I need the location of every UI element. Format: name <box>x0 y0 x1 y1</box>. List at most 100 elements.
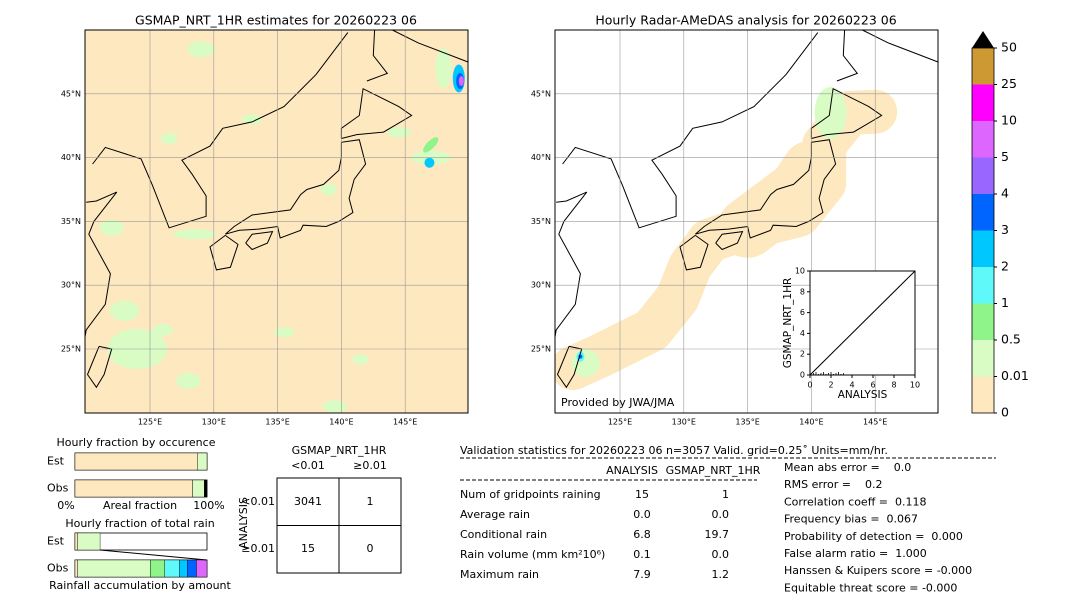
colorbar-label: 50 <box>1001 40 1017 55</box>
rain-area <box>99 219 124 236</box>
table-cell: 1 <box>367 495 374 508</box>
x-tick-label: 6 <box>870 381 875 390</box>
score: Frequency bias = 0.067 <box>784 513 918 526</box>
coastline <box>810 87 883 139</box>
colorbar-label: 0 <box>1001 405 1009 420</box>
lat-label: 35°N <box>531 217 551 226</box>
bar-segment <box>192 479 205 498</box>
rain-area <box>424 157 435 168</box>
row-label: Est <box>47 535 65 548</box>
lon-label: 145°E <box>393 418 417 427</box>
table-cell: 15 <box>301 542 315 555</box>
table-cell: 3041 <box>294 495 322 508</box>
bar-segment <box>196 559 208 578</box>
lat-label: 35°N <box>61 217 81 226</box>
lat-label: 30°N <box>531 281 551 290</box>
colorbar-segment <box>972 194 994 231</box>
lat-label: 25°N <box>61 345 81 354</box>
rain-area <box>571 349 600 378</box>
map-frame <box>84 29 469 414</box>
col-header: GSMAP_NRT_1HR <box>666 464 761 477</box>
score: Equitable threat score = -0.000 <box>784 581 957 594</box>
coastline <box>366 30 389 82</box>
rain-area <box>323 400 348 413</box>
colorbar-label: 5 <box>1001 149 1009 164</box>
row-label: Maximum rain <box>460 568 539 581</box>
map-title: GSMAP_NRT_1HR estimates for 20260223 06 <box>135 13 417 28</box>
y-tick-label: 0 <box>800 371 805 380</box>
coastline <box>224 139 367 239</box>
colorbar-segment <box>972 84 994 121</box>
x-tick-label: 2 <box>828 381 833 390</box>
coastline <box>392 30 468 63</box>
rain-area <box>152 323 173 336</box>
rain-area <box>161 132 178 145</box>
table-cell: 0.0 <box>712 508 730 521</box>
coastline <box>694 139 837 239</box>
colorbar-label: 2 <box>1001 259 1009 274</box>
map-content <box>85 30 468 413</box>
colorbar-segment <box>972 121 994 158</box>
analysis-domain <box>717 140 842 258</box>
table-cell: 19.7 <box>705 528 730 541</box>
colorbar-segment <box>972 376 994 413</box>
row-label: Obs <box>47 562 69 575</box>
lon-label: 135°E <box>265 418 289 427</box>
row-label: Est <box>47 455 65 468</box>
table-cell: 1 <box>722 488 729 501</box>
x-tick-label: 0 <box>807 381 812 390</box>
x-tick-label: 8 <box>891 381 896 390</box>
rain-area <box>352 354 369 365</box>
score: Hanssen & Kuipers score = -0.000 <box>784 564 972 577</box>
rain-area <box>458 76 464 87</box>
colorbar-label: 10 <box>1001 113 1017 128</box>
rain-area <box>172 229 217 240</box>
lon-label: 135°E <box>735 418 759 427</box>
colorbar-label: 25 <box>1001 76 1017 91</box>
colorbar-segment <box>972 230 994 267</box>
x-tick-label: 10 <box>910 381 920 390</box>
col-header: ANALYSIS <box>606 464 658 477</box>
colorbar-label: 1 <box>1001 295 1009 310</box>
lon-label: 125°E <box>608 418 632 427</box>
colorbar-segment <box>972 267 994 304</box>
colorbar-segment <box>972 48 994 85</box>
map-content <box>555 30 938 413</box>
table-cell: 0.1 <box>633 548 651 561</box>
x-axis-label: ANALYSIS <box>838 389 888 401</box>
coastline <box>679 234 709 271</box>
rain-area <box>386 127 411 138</box>
coastline <box>556 345 583 389</box>
y-tick-label: 4 <box>800 329 805 338</box>
coastline <box>836 30 859 82</box>
y-axis-label: GSMAP_NRT_1HR <box>782 278 794 369</box>
lat-label: 30°N <box>61 281 81 290</box>
row-header: <0.01 <box>241 495 275 508</box>
row-label: Rain volume (mm km²10⁶) <box>460 548 605 561</box>
lon-label: 140°E <box>329 418 353 427</box>
coastline <box>562 32 819 229</box>
table-cell: 0 <box>367 542 374 555</box>
lat-label: 40°N <box>61 153 81 162</box>
lon-label: 130°E <box>672 418 696 427</box>
score: Mean abs error = 0.0 <box>784 461 911 474</box>
table-title: GSMAP_NRT_1HR <box>292 444 387 457</box>
colorbar-label: 4 <box>1001 186 1009 201</box>
coastline <box>555 191 588 338</box>
colorbar-label: 3 <box>1001 222 1009 237</box>
bar-segment <box>74 452 198 471</box>
score: Probability of detection = 0.000 <box>784 530 963 543</box>
bar-segment <box>74 532 78 551</box>
colorbar-segment <box>972 340 994 377</box>
bar-segment <box>150 559 165 578</box>
bar-segment <box>74 479 193 498</box>
bar-segment <box>77 532 101 551</box>
rain-area <box>242 114 263 125</box>
lon-label: 130°E <box>202 418 226 427</box>
x-axis-label: Areal fraction <box>103 499 177 512</box>
table-cell: 0.0 <box>712 548 730 561</box>
row-title: ANALYSIS <box>237 497 250 549</box>
rain-area <box>320 183 337 196</box>
col-header: ≥0.01 <box>353 459 387 472</box>
